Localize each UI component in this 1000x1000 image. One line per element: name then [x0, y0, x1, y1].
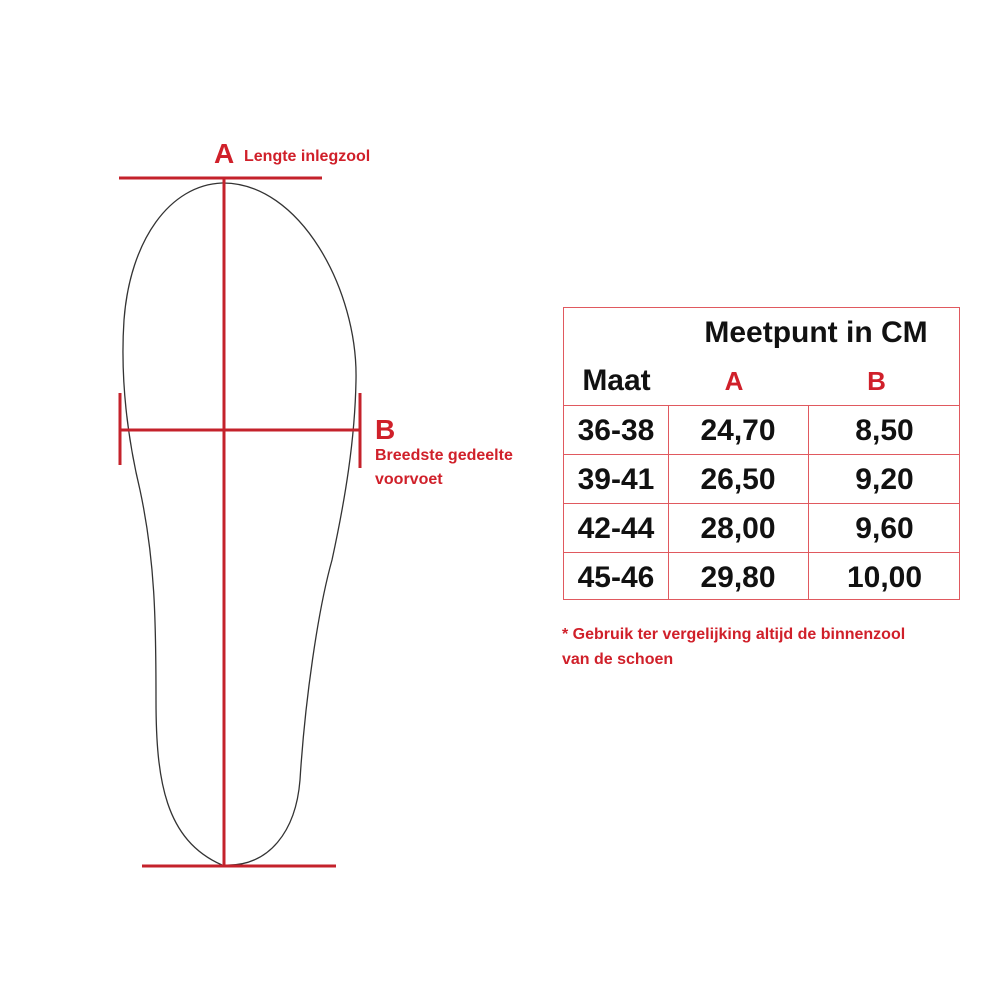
cell-b: 8,50 [855, 414, 914, 447]
footnote-line1: * Gebruik ter vergelijking altijd de bin… [562, 626, 906, 643]
row-divider [564, 552, 959, 553]
cell-a: 29,80 [700, 561, 776, 594]
cell-b: 10,00 [846, 561, 923, 594]
insole-outline [122, 182, 357, 866]
cell-maat: 42-44 [577, 512, 655, 545]
size-table: Meetpunt in CM Maat A B 36-38 24,70 8,50… [563, 307, 960, 600]
cell-a: 24,70 [700, 414, 776, 447]
row-divider [564, 405, 959, 406]
header-maat: Maat [582, 364, 651, 397]
cell-a: 28,00 [700, 512, 776, 545]
footnote-line2: van de schoen [562, 651, 674, 668]
label-a-letter: A [214, 138, 235, 169]
header-a: A [724, 366, 744, 396]
header-b: B [867, 366, 886, 396]
label-b-text-line1: Breedste gedeelte [375, 447, 513, 464]
label-b-text-line2: voorvoet [375, 471, 443, 488]
col-divider [668, 405, 669, 599]
row-divider [564, 454, 959, 455]
cell-b: 9,60 [855, 512, 914, 545]
cell-a: 26,50 [700, 463, 776, 496]
cell-maat: 45-46 [577, 561, 655, 594]
cell-maat: 36-38 [577, 414, 655, 447]
row-divider [564, 503, 959, 504]
col-divider [808, 405, 809, 599]
cell-maat: 39-41 [577, 463, 655, 496]
table-title: Meetpunt in CM [704, 316, 928, 349]
label-b-letter: B [375, 414, 396, 445]
label-a-text: Lengte inlegzool [244, 148, 371, 165]
cell-b: 9,20 [855, 463, 914, 496]
footnote: * Gebruik ter vergelijking altijd de bin… [562, 622, 905, 672]
